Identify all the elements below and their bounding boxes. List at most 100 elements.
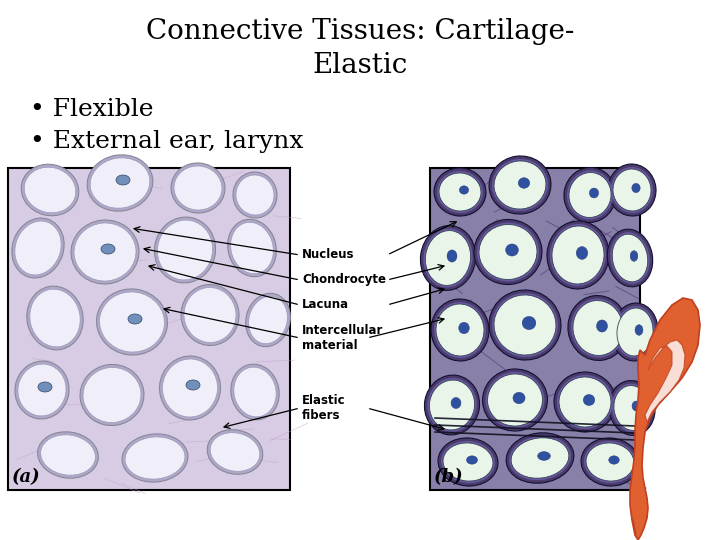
Ellipse shape xyxy=(80,364,144,426)
Ellipse shape xyxy=(567,171,613,219)
Ellipse shape xyxy=(174,166,222,210)
Ellipse shape xyxy=(614,386,650,430)
Ellipse shape xyxy=(485,372,544,428)
Ellipse shape xyxy=(12,218,64,278)
Ellipse shape xyxy=(128,314,142,324)
Ellipse shape xyxy=(424,375,480,435)
Ellipse shape xyxy=(590,188,598,198)
Ellipse shape xyxy=(522,316,536,329)
Ellipse shape xyxy=(426,231,471,286)
Ellipse shape xyxy=(163,359,217,417)
Text: Intercellular
material: Intercellular material xyxy=(302,324,383,352)
Ellipse shape xyxy=(423,228,472,287)
Ellipse shape xyxy=(87,155,153,211)
Ellipse shape xyxy=(459,322,469,334)
Text: Nucleus: Nucleus xyxy=(302,248,354,261)
Ellipse shape xyxy=(27,286,84,350)
Ellipse shape xyxy=(630,251,638,261)
Ellipse shape xyxy=(181,285,239,346)
Ellipse shape xyxy=(171,163,225,213)
Ellipse shape xyxy=(451,397,461,408)
Text: (b): (b) xyxy=(434,468,464,486)
Ellipse shape xyxy=(443,443,493,481)
Ellipse shape xyxy=(160,356,220,420)
Ellipse shape xyxy=(559,377,611,427)
Ellipse shape xyxy=(437,171,483,213)
Ellipse shape xyxy=(611,232,649,284)
Ellipse shape xyxy=(116,175,130,185)
Bar xyxy=(430,168,640,490)
Ellipse shape xyxy=(233,172,277,218)
Ellipse shape xyxy=(210,433,260,471)
Ellipse shape xyxy=(554,372,616,432)
Text: (a): (a) xyxy=(12,468,40,486)
Ellipse shape xyxy=(15,221,61,275)
Ellipse shape xyxy=(21,164,78,216)
Ellipse shape xyxy=(74,223,136,281)
Ellipse shape xyxy=(186,380,200,390)
Ellipse shape xyxy=(489,290,561,360)
Ellipse shape xyxy=(447,250,457,262)
Ellipse shape xyxy=(474,219,542,285)
Text: Elastic: Elastic xyxy=(312,52,408,79)
Ellipse shape xyxy=(612,303,658,361)
Ellipse shape xyxy=(431,299,489,361)
Polygon shape xyxy=(630,298,700,540)
Ellipse shape xyxy=(40,435,95,475)
Ellipse shape xyxy=(518,178,530,188)
Ellipse shape xyxy=(506,433,574,483)
Ellipse shape xyxy=(246,293,290,347)
Text: • External ear, larynx: • External ear, larynx xyxy=(30,130,303,153)
Polygon shape xyxy=(645,340,685,422)
Ellipse shape xyxy=(487,374,542,426)
Ellipse shape xyxy=(492,293,558,357)
Ellipse shape xyxy=(612,383,652,433)
Ellipse shape xyxy=(608,164,656,216)
Ellipse shape xyxy=(90,158,150,208)
Ellipse shape xyxy=(552,226,604,284)
Ellipse shape xyxy=(158,220,212,280)
Ellipse shape xyxy=(101,244,115,254)
Ellipse shape xyxy=(564,167,616,222)
Ellipse shape xyxy=(617,308,653,356)
Ellipse shape xyxy=(608,456,619,464)
Ellipse shape xyxy=(571,299,625,357)
Text: Lacuna: Lacuna xyxy=(302,299,349,312)
Ellipse shape xyxy=(547,221,609,289)
Ellipse shape xyxy=(438,438,498,486)
Ellipse shape xyxy=(494,161,546,209)
Ellipse shape xyxy=(434,168,486,216)
Ellipse shape xyxy=(15,361,69,419)
Ellipse shape xyxy=(505,244,518,256)
Ellipse shape xyxy=(489,156,551,214)
Ellipse shape xyxy=(37,432,99,478)
Ellipse shape xyxy=(38,382,52,392)
Ellipse shape xyxy=(441,441,495,483)
Ellipse shape xyxy=(236,175,274,215)
Ellipse shape xyxy=(583,395,595,406)
Ellipse shape xyxy=(477,222,539,281)
Ellipse shape xyxy=(125,437,185,479)
Ellipse shape xyxy=(612,234,648,282)
Ellipse shape xyxy=(71,220,139,284)
Ellipse shape xyxy=(513,392,525,404)
Ellipse shape xyxy=(99,292,164,352)
Ellipse shape xyxy=(611,167,653,213)
Ellipse shape xyxy=(18,364,66,416)
Ellipse shape xyxy=(573,301,623,355)
Ellipse shape xyxy=(231,364,279,420)
Ellipse shape xyxy=(96,289,168,355)
Ellipse shape xyxy=(30,289,80,347)
Text: Elastic
fibers: Elastic fibers xyxy=(302,394,346,422)
Text: • Flexible: • Flexible xyxy=(30,98,153,121)
Ellipse shape xyxy=(607,229,653,287)
Ellipse shape xyxy=(479,225,537,280)
Ellipse shape xyxy=(154,217,215,283)
Ellipse shape xyxy=(420,226,476,291)
Ellipse shape xyxy=(494,295,556,355)
Ellipse shape xyxy=(248,296,287,343)
Ellipse shape xyxy=(569,173,611,218)
Ellipse shape xyxy=(228,219,276,276)
Ellipse shape xyxy=(576,247,588,259)
Ellipse shape xyxy=(509,436,571,480)
